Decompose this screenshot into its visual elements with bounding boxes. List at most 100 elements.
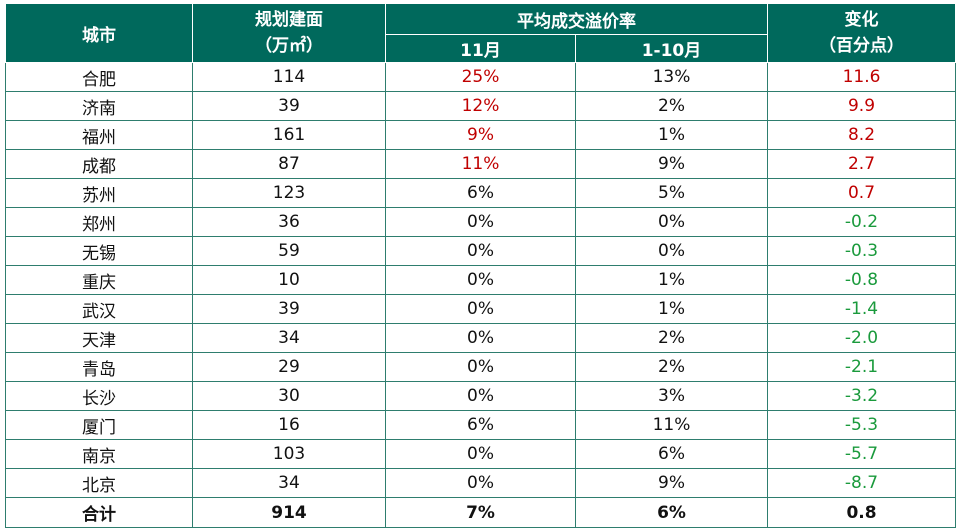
cell-planned-area: 123 xyxy=(192,178,386,208)
cell-city: 长沙 xyxy=(5,381,193,411)
cell-planned-area: 34 xyxy=(192,323,386,353)
total-november-premium: 7% xyxy=(385,497,576,528)
cell-november-premium: 9% xyxy=(385,120,576,150)
cell-city: 苏州 xyxy=(5,178,193,208)
cell-jan-oct-premium: 2% xyxy=(575,352,768,382)
cell-jan-oct-premium: 1% xyxy=(575,294,768,324)
cell-jan-oct-premium: 0% xyxy=(575,236,768,266)
cell-november-premium: 0% xyxy=(385,352,576,382)
table-row: 重庆 10 0% 1% -0.8 xyxy=(5,265,956,295)
table-body: 合肥 114 25% 13% 11.6 济南 39 12% 2% 9.9 福州 161 9% 1% 8.2 成… xyxy=(5,62,956,528)
table-header: 城市 规划建面 （万㎡） 平均成交溢价率 变化 （百分点） 11月 1-10月 xyxy=(5,3,956,63)
cell-jan-oct-premium: 13% xyxy=(575,62,768,92)
cell-change: 9.9 xyxy=(767,91,956,121)
table-row: 天津 34 0% 2% -2.0 xyxy=(5,323,956,353)
header-city: 城市 xyxy=(5,3,193,63)
cell-november-premium: 0% xyxy=(385,439,576,469)
cell-jan-oct-premium: 2% xyxy=(575,91,768,121)
cell-planned-area: 59 xyxy=(192,236,386,266)
cell-november-premium: 0% xyxy=(385,381,576,411)
total-jan-oct-premium: 6% xyxy=(575,497,768,528)
total-row: 合计 914 7% 6% 0.8 xyxy=(5,497,956,528)
header-change-line1: 变化 xyxy=(844,10,879,30)
cell-city: 无锡 xyxy=(5,236,193,266)
cell-planned-area: 103 xyxy=(192,439,386,469)
cell-change: -0.2 xyxy=(767,207,956,237)
cell-jan-oct-premium: 9% xyxy=(575,149,768,179)
table-row: 成都 87 11% 9% 2.7 xyxy=(5,149,956,179)
cell-jan-oct-premium: 1% xyxy=(575,120,768,150)
table-row: 福州 161 9% 1% 8.2 xyxy=(5,120,956,150)
cell-jan-oct-premium: 0% xyxy=(575,207,768,237)
cell-planned-area: 114 xyxy=(192,62,386,92)
cell-city: 南京 xyxy=(5,439,193,469)
cell-november-premium: 11% xyxy=(385,149,576,179)
table-row: 郑州 36 0% 0% -0.2 xyxy=(5,207,956,237)
cell-city: 北京 xyxy=(5,468,193,498)
cell-november-premium: 12% xyxy=(385,91,576,121)
cell-change: -3.2 xyxy=(767,381,956,411)
cell-november-premium: 6% xyxy=(385,410,576,440)
cell-city: 厦门 xyxy=(5,410,193,440)
cell-change: 0.7 xyxy=(767,178,956,208)
header-premium-group: 平均成交溢价率 xyxy=(385,3,768,35)
table-row: 长沙 30 0% 3% -3.2 xyxy=(5,381,956,411)
table-row: 苏州 123 6% 5% 0.7 xyxy=(5,178,956,208)
cell-jan-oct-premium: 11% xyxy=(575,410,768,440)
cell-change: -5.7 xyxy=(767,439,956,469)
cell-change: -8.7 xyxy=(767,468,956,498)
header-planned-area-line2: （万㎡） xyxy=(255,36,323,56)
cell-november-premium: 0% xyxy=(385,468,576,498)
cell-november-premium: 6% xyxy=(385,178,576,208)
cell-jan-oct-premium: 3% xyxy=(575,381,768,411)
cell-jan-oct-premium: 6% xyxy=(575,439,768,469)
cell-planned-area: 16 xyxy=(192,410,386,440)
cell-change: 11.6 xyxy=(767,62,956,92)
cell-planned-area: 161 xyxy=(192,120,386,150)
cell-planned-area: 10 xyxy=(192,265,386,295)
table-row: 青岛 29 0% 2% -2.1 xyxy=(5,352,956,382)
total-planned-area: 914 xyxy=(192,497,386,528)
cell-city: 济南 xyxy=(5,91,193,121)
header-planned-area-line1: 规划建面 xyxy=(255,10,323,30)
cell-november-premium: 0% xyxy=(385,294,576,324)
cell-city: 武汉 xyxy=(5,294,193,324)
cell-city: 重庆 xyxy=(5,265,193,295)
table-row: 无锡 59 0% 0% -0.3 xyxy=(5,236,956,266)
header-planned-area: 规划建面 （万㎡） xyxy=(192,3,386,63)
cell-change: -0.8 xyxy=(767,265,956,295)
cell-jan-oct-premium: 1% xyxy=(575,265,768,295)
cell-city: 合肥 xyxy=(5,62,193,92)
cell-city: 成都 xyxy=(5,149,193,179)
table-row: 合肥 114 25% 13% 11.6 xyxy=(5,62,956,92)
header-change-line2: （百分点） xyxy=(819,36,904,56)
cell-change: 8.2 xyxy=(767,120,956,150)
cell-city: 天津 xyxy=(5,323,193,353)
cell-city: 青岛 xyxy=(5,352,193,382)
header-change: 变化 （百分点） xyxy=(767,3,956,63)
cell-change: -2.0 xyxy=(767,323,956,353)
cell-change: -5.3 xyxy=(767,410,956,440)
total-label: 合计 xyxy=(5,497,193,528)
cell-november-premium: 0% xyxy=(385,236,576,266)
cell-planned-area: 34 xyxy=(192,468,386,498)
cell-change: -2.1 xyxy=(767,352,956,382)
cell-november-premium: 0% xyxy=(385,323,576,353)
cell-planned-area: 39 xyxy=(192,294,386,324)
cell-change: 2.7 xyxy=(767,149,956,179)
cell-november-premium: 0% xyxy=(385,265,576,295)
header-jan-oct: 1-10月 xyxy=(575,34,768,63)
cell-planned-area: 87 xyxy=(192,149,386,179)
table-row: 北京 34 0% 9% -8.7 xyxy=(5,468,956,498)
cell-change: -1.4 xyxy=(767,294,956,324)
cell-city: 郑州 xyxy=(5,207,193,237)
cell-planned-area: 36 xyxy=(192,207,386,237)
total-change: 0.8 xyxy=(767,497,956,528)
cell-jan-oct-premium: 9% xyxy=(575,468,768,498)
cell-jan-oct-premium: 2% xyxy=(575,323,768,353)
header-november: 11月 xyxy=(385,34,576,63)
table-row: 南京 103 0% 6% -5.7 xyxy=(5,439,956,469)
premium-rate-table: 城市 规划建面 （万㎡） 平均成交溢价率 变化 （百分点） 11月 1-10月 … xyxy=(5,3,956,528)
cell-planned-area: 29 xyxy=(192,352,386,382)
